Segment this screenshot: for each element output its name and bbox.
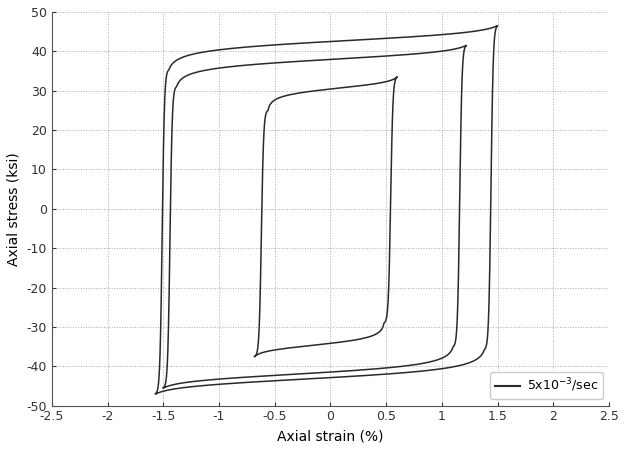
Y-axis label: Axial stress (ksi): Axial stress (ksi) (7, 152, 21, 266)
Legend: $5\mathregular{x}10^{-3}$/sec: $5\mathregular{x}10^{-3}$/sec (490, 372, 603, 400)
X-axis label: Axial strain (%): Axial strain (%) (277, 429, 384, 443)
